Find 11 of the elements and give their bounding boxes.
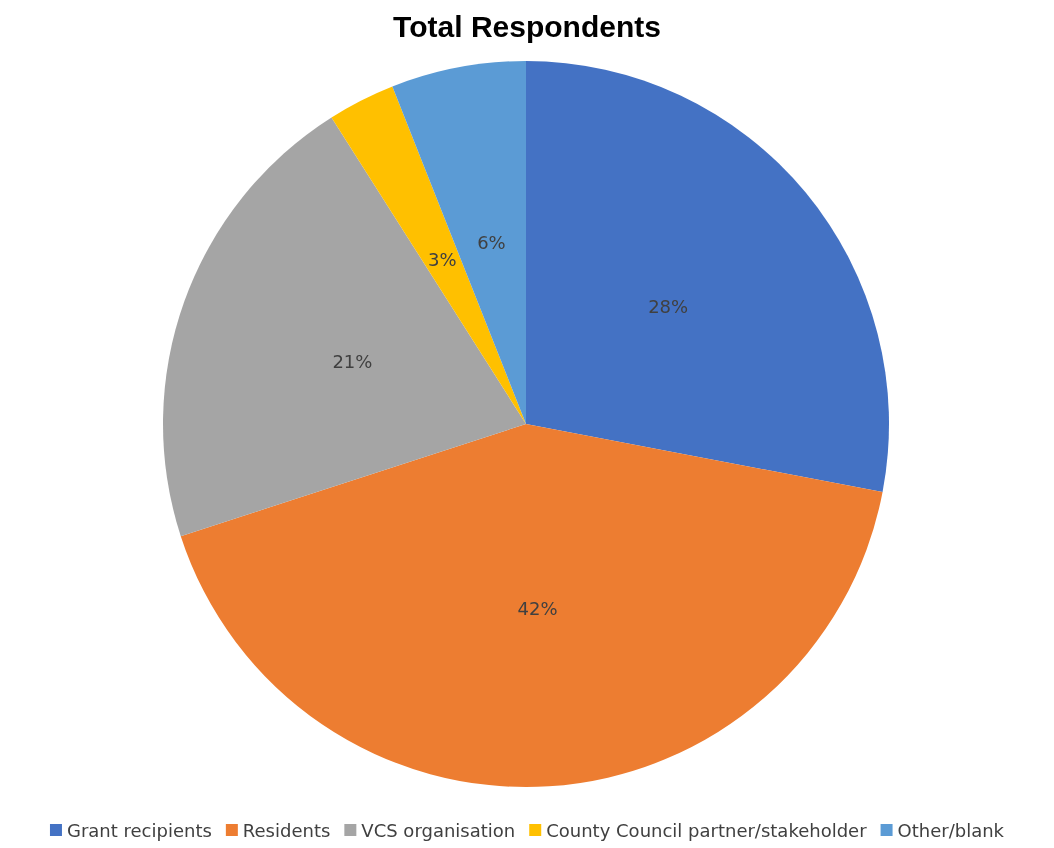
legend-label: County Council partner/stakeholder <box>546 819 868 841</box>
data-label: 3% <box>427 249 457 271</box>
data-label: 21% <box>332 351 373 372</box>
data-label: 6% <box>477 232 506 254</box>
legend-label: Residents <box>242 819 331 841</box>
legend-label: Other/blank <box>897 819 1005 841</box>
chart-title: Total Respondents <box>393 9 661 43</box>
data-label: 42% <box>517 597 558 619</box>
legend-label: VCS organisation <box>361 819 516 841</box>
legend-label: Grant recipients <box>66 819 212 841</box>
data-label: 28% <box>648 295 689 317</box>
